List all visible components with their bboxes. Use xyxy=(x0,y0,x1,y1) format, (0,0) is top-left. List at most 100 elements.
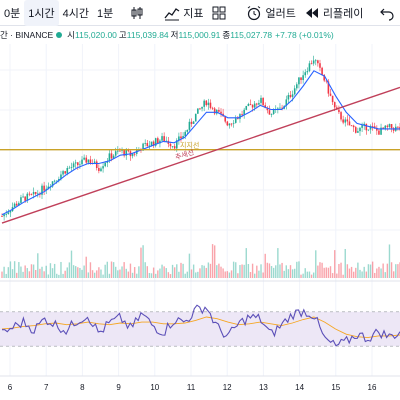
candle xyxy=(66,168,69,174)
volume-bar xyxy=(239,265,241,278)
candle xyxy=(270,113,273,115)
change-value: +7.78 (+0.01%) xyxy=(275,30,334,40)
volume-bar xyxy=(266,262,269,278)
time-tick-label: 7 xyxy=(44,383,49,392)
volume-bar xyxy=(119,269,121,278)
candle xyxy=(327,81,330,94)
volume-bar xyxy=(298,261,300,278)
candle xyxy=(338,109,340,113)
volume-bar xyxy=(338,263,340,278)
candle xyxy=(95,161,98,169)
candle xyxy=(376,127,378,131)
candle xyxy=(237,118,239,120)
time-tick-label: 12 xyxy=(223,383,232,392)
candle xyxy=(157,138,159,144)
time-tick-label: 6 xyxy=(8,383,13,392)
candle xyxy=(173,146,176,149)
volume-bar xyxy=(83,265,85,278)
volume-bar xyxy=(138,266,140,278)
replay-button[interactable]: 리플레이 xyxy=(300,0,367,26)
candle xyxy=(203,100,205,107)
candle xyxy=(361,125,363,128)
volume-bar xyxy=(125,268,127,278)
low-value: 115,000.91 xyxy=(178,30,221,40)
candle xyxy=(314,60,317,62)
candle xyxy=(104,162,106,167)
indicators-button[interactable]: 지표 xyxy=(160,0,207,26)
candle xyxy=(85,157,88,163)
volume-bar xyxy=(367,264,370,278)
indicators-icon xyxy=(164,7,180,20)
volume-bar xyxy=(344,248,346,278)
replay-label: 리플레이 xyxy=(322,7,364,20)
trend-line[interactable] xyxy=(1,86,400,224)
candle xyxy=(148,145,151,147)
candle xyxy=(186,129,189,132)
interval-3[interactable]: 1분 xyxy=(96,7,114,20)
candle xyxy=(70,167,73,168)
layout-button[interactable] xyxy=(207,0,234,26)
interval-2[interactable]: 4시간 xyxy=(62,7,89,20)
candle xyxy=(180,136,182,139)
candle xyxy=(58,178,60,181)
candle xyxy=(232,122,235,124)
candle xyxy=(98,168,100,171)
volume-bar xyxy=(146,266,149,278)
candle xyxy=(247,104,250,106)
volume-bar xyxy=(131,272,134,278)
volume-bar xyxy=(165,268,167,278)
candle xyxy=(41,185,43,195)
volume-bar xyxy=(182,263,184,278)
candle xyxy=(163,136,165,142)
volume-bar xyxy=(123,262,125,278)
symbol-label[interactable]: 간 · BINANCE xyxy=(0,30,54,40)
volume-bar xyxy=(359,269,361,278)
volume-bar xyxy=(100,269,102,278)
volume-bar xyxy=(342,274,344,278)
candle xyxy=(47,186,50,189)
undo-button[interactable] xyxy=(375,0,400,26)
candle xyxy=(277,108,279,110)
volume-bar xyxy=(197,271,199,278)
alarm-clock-icon xyxy=(248,5,261,20)
candle xyxy=(77,162,79,166)
candle xyxy=(266,108,269,111)
ohlc-legend: 간 · BINANCE 시 115,020.00 고 115,039.84 저 … xyxy=(0,28,334,42)
volume-bar xyxy=(155,273,157,278)
candle xyxy=(108,153,111,162)
volume-bar xyxy=(374,272,376,278)
top-toolbar: 0분 1시간 4시간 1분 지표 얼러트 리플레이 xyxy=(0,0,400,26)
price-chart[interactable]: 추세선 지지선 6 7 8 9 10 11 12 13 14 15 16 xyxy=(0,44,400,400)
grid-layout-icon xyxy=(212,6,226,19)
volume-bar xyxy=(64,270,66,278)
volume-bar xyxy=(56,273,58,278)
volume-bar xyxy=(157,270,159,278)
volume-bar xyxy=(296,261,298,278)
interval-1[interactable]: 1시간 xyxy=(24,0,59,26)
candle xyxy=(285,99,288,106)
volume-bar xyxy=(176,264,178,278)
candle xyxy=(380,127,382,135)
candle xyxy=(83,157,85,160)
candle xyxy=(30,194,33,195)
candle-style-button[interactable] xyxy=(125,0,152,26)
volume-bar xyxy=(136,273,138,278)
volume-bar xyxy=(102,274,104,278)
candle xyxy=(390,124,393,129)
volume-bar xyxy=(112,262,115,278)
volume-bar xyxy=(247,263,250,278)
interval-0[interactable]: 0분 xyxy=(4,7,21,20)
volume-bar xyxy=(34,269,37,278)
candle xyxy=(224,116,227,122)
volume-bar xyxy=(285,265,287,278)
candle xyxy=(325,80,328,82)
volume-bar xyxy=(226,271,229,278)
alert-button[interactable]: 얼러트 xyxy=(242,0,299,26)
volume-bar xyxy=(186,271,189,278)
volume-bar xyxy=(277,248,279,278)
volume-bar xyxy=(243,264,245,278)
candle xyxy=(62,171,64,175)
candle xyxy=(87,159,90,163)
volume-bar xyxy=(1,271,3,278)
candle xyxy=(125,150,128,156)
